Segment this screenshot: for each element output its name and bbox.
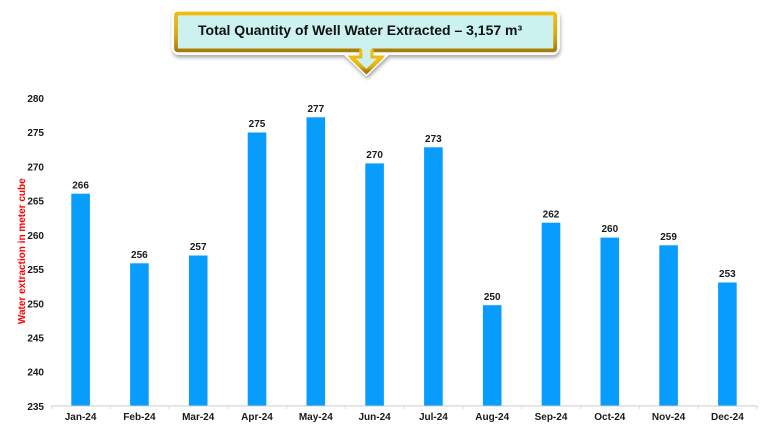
svg-text:Jul-24: Jul-24 xyxy=(419,412,448,423)
svg-text:250: 250 xyxy=(484,292,501,303)
svg-text:262: 262 xyxy=(543,209,560,220)
svg-text:Sep-24: Sep-24 xyxy=(535,412,568,423)
svg-text:Dec-24: Dec-24 xyxy=(711,412,744,423)
svg-text:270: 270 xyxy=(27,162,44,173)
svg-text:253: 253 xyxy=(719,269,736,280)
svg-text:May-24: May-24 xyxy=(299,412,333,423)
svg-text:273: 273 xyxy=(425,134,442,145)
svg-text:Feb-24: Feb-24 xyxy=(123,412,156,423)
svg-text:277: 277 xyxy=(307,104,324,115)
svg-text:270: 270 xyxy=(366,150,383,161)
svg-text:235: 235 xyxy=(27,402,44,413)
svg-text:275: 275 xyxy=(249,119,266,130)
svg-text:255: 255 xyxy=(27,265,44,276)
svg-text:Total Quantity of Well Water E: Total Quantity of Well Water Extracted –… xyxy=(198,22,522,38)
svg-text:266: 266 xyxy=(72,180,89,191)
svg-text:Mar-24: Mar-24 xyxy=(182,412,215,423)
svg-text:275: 275 xyxy=(27,128,44,139)
svg-text:Aug-24: Aug-24 xyxy=(475,412,509,423)
svg-text:240: 240 xyxy=(27,368,44,379)
svg-text:Jun-24: Jun-24 xyxy=(358,412,391,423)
svg-text:280: 280 xyxy=(27,94,44,105)
svg-text:Nov-24: Nov-24 xyxy=(652,412,686,423)
svg-text:256: 256 xyxy=(131,250,148,261)
svg-text:260: 260 xyxy=(27,231,44,242)
svg-text:259: 259 xyxy=(660,232,677,243)
svg-text:Jan-24: Jan-24 xyxy=(65,412,97,423)
svg-text:245: 245 xyxy=(27,334,44,345)
svg-text:Oct-24: Oct-24 xyxy=(594,412,626,423)
svg-text:Water extraction in meter cube: Water extraction in meter cube xyxy=(17,178,28,324)
svg-text:250: 250 xyxy=(27,299,44,310)
svg-text:257: 257 xyxy=(190,242,207,253)
svg-text:260: 260 xyxy=(601,224,618,235)
svg-text:265: 265 xyxy=(27,197,44,208)
svg-text:Apr-24: Apr-24 xyxy=(241,412,273,423)
